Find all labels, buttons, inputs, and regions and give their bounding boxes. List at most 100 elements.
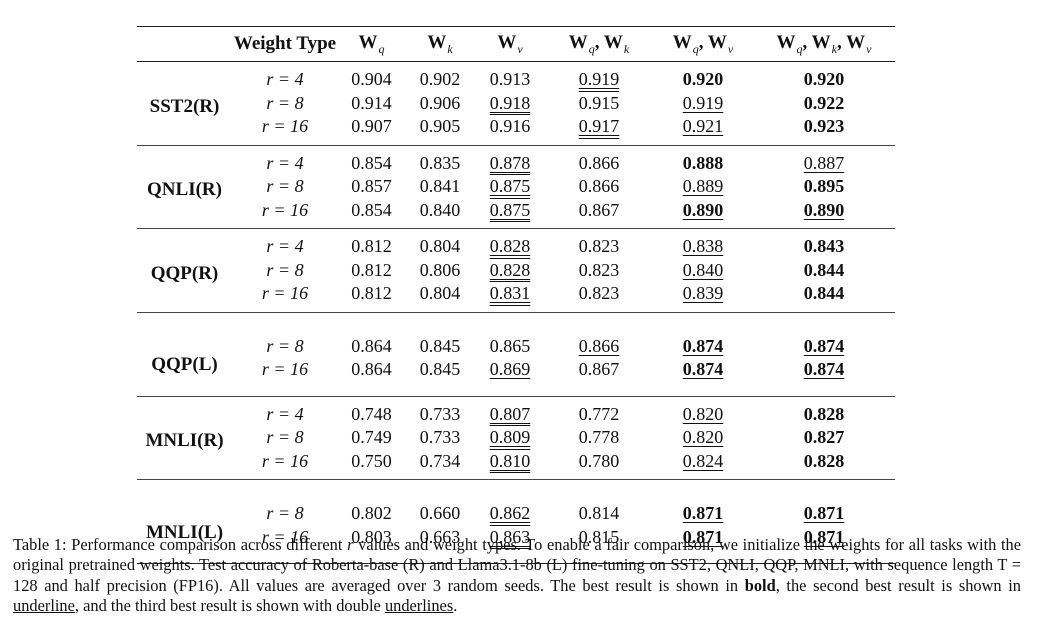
value-text: 0.918 — [489, 92, 531, 113]
task-label: QQP(R) — [150, 262, 219, 284]
value-text: 0.810 — [489, 450, 531, 471]
value-cell: 0.823 — [545, 282, 653, 312]
caption-underlines-word: underlines — [384, 596, 454, 616]
value-cell: 0.864 — [338, 312, 405, 358]
value-cell: 0.888 — [653, 145, 753, 175]
value-cell: 0.915 — [545, 92, 653, 116]
header-weight-type: Weight Type — [233, 33, 337, 55]
value-cell: 0.824 — [653, 450, 753, 480]
value-text: 0.815 — [578, 526, 620, 547]
header-col-3: Wq, Wk — [545, 27, 653, 62]
value-text: 0.871 — [682, 503, 724, 523]
value-text: 0.663 — [419, 526, 461, 547]
value-text: 0.889 — [682, 176, 724, 196]
value-cell: 0.812 — [338, 282, 405, 312]
value-text: 0.844 — [803, 259, 845, 280]
header-subscript: v — [727, 42, 734, 57]
value-text: 0.733 — [419, 427, 461, 447]
value-text: 0.866 — [578, 335, 620, 356]
value-text: 0.841 — [419, 176, 461, 196]
value-text: 0.864 — [351, 359, 392, 379]
value-cell: 0.874 — [753, 358, 895, 396]
value-text: 0.857 — [351, 176, 392, 196]
value-cell: 0.904 — [338, 62, 405, 92]
value-text: 0.867 — [578, 359, 620, 379]
caption-part-4: , and the third best result is shown wit… — [74, 596, 385, 616]
value-text: 0.820 — [682, 427, 724, 447]
value-cell: 0.660 — [405, 480, 475, 526]
value-cell: 0.865 — [475, 312, 545, 358]
value-cell: 0.812 — [338, 229, 405, 259]
value-text: 0.895 — [803, 176, 845, 196]
value-text: 0.921 — [682, 116, 724, 136]
value-text: 0.778 — [578, 427, 620, 447]
value-text: 0.905 — [419, 116, 461, 136]
header-subscript: k — [447, 42, 453, 57]
header-symbol: W — [672, 32, 692, 54]
value-cell: 0.845 — [405, 312, 475, 358]
value-cell: 0.840 — [653, 259, 753, 283]
value-text: 0.865 — [489, 335, 531, 356]
value-text: 0.804 — [419, 236, 461, 256]
value-cell: 0.907 — [338, 115, 405, 145]
value-text: 0.920 — [682, 69, 724, 89]
group-4: MNLI(R) r = 4 0.748 0.733 0.807 0.772 0.820 0.8… — [137, 396, 895, 480]
value-cell: 0.916 — [475, 115, 545, 145]
value-cell: 0.874 — [653, 312, 753, 358]
value-text: 0.823 — [578, 236, 620, 256]
value-cell: 0.802 — [338, 480, 405, 526]
rank-label: r = 4 — [266, 69, 304, 89]
value-cell: 0.867 — [545, 199, 653, 229]
value-text: 0.871 — [682, 526, 724, 547]
rank-label: r = 4 — [266, 403, 304, 424]
table-row: r = 16 0.812 0.804 0.831 0.823 0.839 0.844 — [137, 282, 895, 312]
value-cell: 0.874 — [653, 358, 753, 396]
rank-label: r = 8 — [266, 176, 304, 196]
table-row: r = 8 0.857 0.841 0.875 0.866 0.889 0.895 — [137, 175, 895, 199]
rank-label: r = 16 — [261, 359, 309, 379]
caption-underline-word: underline — [13, 596, 75, 616]
value-text: 0.806 — [419, 259, 461, 280]
value-text: 0.820 — [682, 403, 724, 424]
rank-label: r = 8 — [266, 92, 304, 113]
value-text: 0.844 — [803, 283, 845, 303]
rank-label: r = 16 — [261, 283, 309, 303]
value-cell: 0.750 — [338, 450, 405, 480]
value-cell: 0.875 — [475, 175, 545, 199]
value-text: 0.750 — [351, 450, 392, 471]
value-cell: 0.844 — [753, 259, 895, 283]
value-text: 0.831 — [489, 283, 531, 303]
caption-r-symbol: r — [347, 535, 354, 554]
value-cell: 0.875 — [475, 199, 545, 229]
rank-label: r = 16 — [261, 199, 309, 220]
value-text: 0.871 — [803, 503, 845, 523]
value-cell: 0.871 — [653, 526, 753, 564]
value-text: 0.823 — [578, 283, 620, 303]
value-text: 0.874 — [682, 359, 724, 379]
header-symbol: W — [497, 32, 517, 54]
value-cell: 0.814 — [545, 480, 653, 526]
value-text: 0.874 — [682, 335, 724, 356]
value-cell: 0.890 — [753, 199, 895, 229]
value-cell: 0.887 — [753, 145, 895, 175]
value-text: 0.902 — [419, 69, 461, 89]
value-cell: 0.889 — [653, 175, 753, 199]
value-cell: 0.890 — [653, 199, 753, 229]
table-row: QNLI(R) r = 4 0.854 0.835 0.878 0.866 0.888 0.8… — [137, 145, 895, 201]
value-text: 0.749 — [351, 427, 392, 447]
caption-part-1: Table 1: Performance comparison across d… — [13, 535, 348, 554]
group-3: QQP(L) r = 8 0.864 0.845 0.865 0.866 0.874 0.87… — [137, 312, 895, 396]
header-symbol: , W — [837, 32, 866, 54]
value-text: 0.835 — [419, 152, 461, 173]
value-text: 0.890 — [803, 199, 845, 220]
value-cell: 0.807 — [475, 396, 545, 426]
value-text: 0.733 — [419, 403, 461, 424]
table-row: r = 16 0.750 0.734 0.810 0.780 0.824 0.828 — [137, 450, 895, 480]
value-cell: 0.841 — [405, 175, 475, 199]
value-text: 0.919 — [578, 69, 620, 89]
value-text: 0.867 — [578, 199, 620, 220]
header-subscript: q — [378, 42, 385, 57]
value-text: 0.748 — [351, 403, 392, 424]
value-text: 0.840 — [682, 259, 724, 280]
value-text: 0.904 — [351, 69, 392, 89]
